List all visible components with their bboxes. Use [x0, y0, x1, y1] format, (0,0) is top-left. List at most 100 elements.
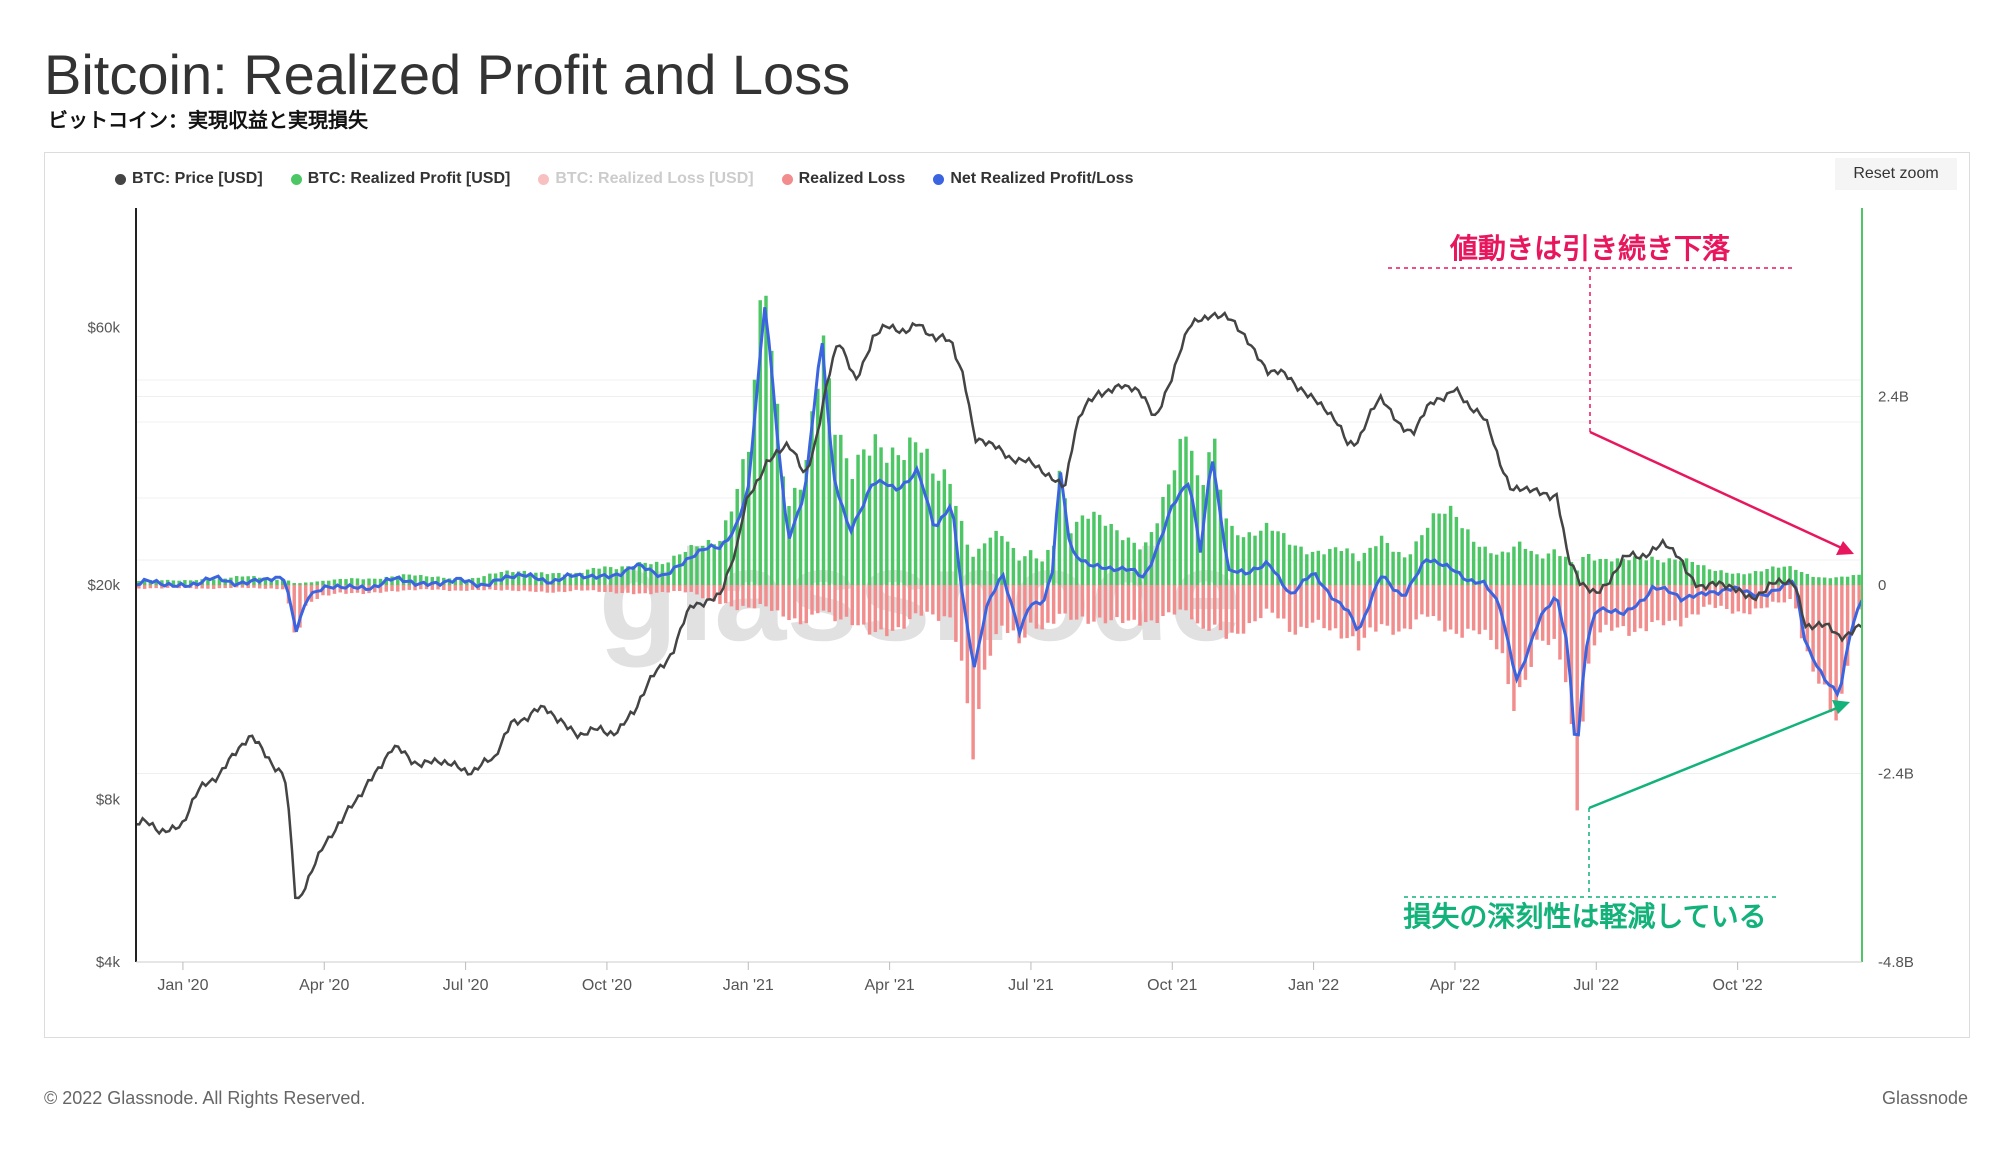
annotation-price-falling: 値動きは引き続き下落: [1449, 232, 1731, 265]
loss-bar: [1776, 585, 1781, 603]
profit-bar: [361, 579, 365, 585]
loss-bar: [959, 585, 964, 661]
loss-bar: [1282, 585, 1286, 619]
profit-bar: [706, 539, 711, 585]
profit-bar: [580, 572, 584, 585]
profit-bar: [1552, 549, 1556, 585]
loss-bar: [499, 585, 504, 591]
loss-bar: [327, 585, 331, 596]
legend-item[interactable]: BTC: Realized Profit [USD]: [290, 168, 511, 190]
loss-bar: [1310, 585, 1315, 623]
loss-bar: [919, 585, 924, 616]
profit-bar: [367, 578, 371, 585]
profit-bar: [1241, 537, 1246, 585]
profit-bar: [350, 578, 354, 585]
loss-bar: [1236, 585, 1240, 634]
loss-bar: [672, 585, 676, 591]
profit-bar: [1748, 573, 1752, 585]
legend-marker-icon: [290, 173, 302, 185]
profit-bar: [1679, 560, 1683, 585]
profit-bar: [729, 511, 734, 585]
profit-bar: [1253, 535, 1257, 585]
x-axis-tick-label: Oct '21: [1147, 977, 1197, 994]
loss-bar: [1379, 585, 1384, 625]
profit-bar: [1817, 577, 1821, 585]
profit-bar: [1276, 531, 1280, 585]
loss-bar: [1477, 585, 1482, 635]
loss-bar: [505, 585, 509, 590]
loss-bar: [148, 585, 153, 589]
profit-bar: [1000, 536, 1004, 585]
profit-bar: [879, 447, 883, 585]
legend-item[interactable]: Net Realized Profit/Loss: [933, 168, 1133, 190]
loss-bar: [1339, 585, 1344, 639]
loss-bar: [534, 585, 538, 592]
loss-bar: [396, 585, 400, 592]
loss-bar: [223, 585, 227, 589]
loss-bar: [303, 585, 308, 606]
profit-bar: [1259, 530, 1263, 585]
annotation-arrowhead: [1836, 541, 1854, 555]
loss-bar: [562, 585, 567, 593]
loss-bar: [1080, 585, 1085, 617]
loss-bar: [447, 585, 452, 592]
profit-bar: [942, 469, 947, 585]
profit-bar: [332, 579, 337, 585]
loss-bar: [1034, 585, 1039, 629]
legend-item[interactable]: Realized Loss: [781, 168, 905, 190]
loss-bar: [522, 585, 527, 591]
loss-bar: [798, 585, 803, 625]
loss-bar: [551, 585, 555, 593]
loss-bar: [856, 585, 860, 626]
profit-bar: [1431, 513, 1436, 585]
loss-bar: [1512, 585, 1516, 711]
profit-bar: [1149, 532, 1154, 585]
loss-bar: [954, 585, 958, 642]
profit-bar: [1362, 552, 1367, 585]
profit-bar: [643, 562, 647, 585]
profit-bar: [1103, 525, 1108, 585]
profit-bar: [994, 530, 998, 585]
profit-bar: [1328, 548, 1332, 585]
profit-bar: [1656, 559, 1660, 585]
profit-bar: [747, 451, 751, 585]
profit-bar: [1707, 569, 1712, 585]
loss-bar: [539, 585, 544, 592]
profit-bar: [862, 449, 866, 585]
profit-bar: [373, 578, 377, 585]
legend-label: BTC: Realized Profit [USD]: [307, 170, 511, 187]
loss-bar: [1460, 585, 1464, 638]
profit-bar: [1828, 578, 1833, 585]
profit-bar: [695, 546, 699, 585]
profit-bar: [1776, 567, 1781, 585]
profit-bar: [614, 569, 619, 585]
loss-bar: [154, 585, 158, 589]
legend-label: BTC: Realized Loss [USD]: [555, 170, 754, 187]
left-axis-tick-label: $4k: [96, 954, 121, 971]
profit-bar: [775, 403, 780, 585]
loss-bar: [1581, 585, 1585, 722]
loss-bar: [706, 585, 711, 599]
loss-bar: [614, 585, 619, 594]
profit-bar: [1563, 556, 1568, 585]
profit-bar: [787, 506, 791, 585]
profit-bar: [770, 350, 774, 585]
profit-bar: [1161, 497, 1165, 585]
reset-zoom-button[interactable]: Reset zoom: [1835, 158, 1957, 190]
loss-bar: [890, 585, 895, 631]
loss-bar: [1103, 585, 1108, 624]
profit-bar: [971, 556, 975, 585]
profit-bar: [1190, 450, 1194, 585]
legend-item[interactable]: BTC: Price [USD]: [115, 168, 263, 190]
profit-bar: [206, 579, 210, 585]
loss-bar: [1517, 585, 1522, 688]
loss-bar: [269, 585, 273, 589]
loss-bar: [666, 585, 670, 593]
profit-bar: [1517, 541, 1522, 585]
loss-bar: [1149, 585, 1154, 621]
x-axis-tick-label: Jan '20: [157, 977, 208, 994]
legend-item[interactable]: BTC: Realized Loss [USD]: [538, 168, 754, 190]
profit-bar: [1213, 438, 1217, 585]
profit-bar: [1230, 525, 1234, 585]
profit-bar: [1615, 558, 1620, 585]
